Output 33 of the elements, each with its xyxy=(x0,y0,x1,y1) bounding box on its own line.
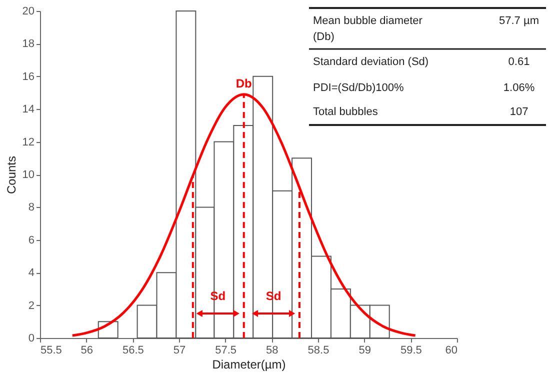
x-tick-label: 58 xyxy=(266,344,278,356)
annotation: Standard deviation (Sd) xyxy=(313,56,429,68)
x-tick-label: 58.5 xyxy=(308,344,330,356)
annotation: Total bubbles xyxy=(313,106,378,118)
x-tick-label: 59.5 xyxy=(400,344,422,356)
y-tick-label: 8 xyxy=(28,202,34,214)
x-tick-label: 57 xyxy=(173,344,186,356)
x-tick-label: 59 xyxy=(358,344,371,356)
y-tick-label: 12 xyxy=(22,136,34,148)
y-axis-title: Counts xyxy=(4,156,18,194)
line-series xyxy=(71,93,417,337)
ref-line-label: Db xyxy=(236,76,252,90)
text: 0.61 xyxy=(508,56,530,68)
x-tick-label: 60 xyxy=(445,344,458,356)
text: 57.7 µm xyxy=(499,15,539,27)
text: 1.06% xyxy=(503,82,535,94)
y-tick-label: 10 xyxy=(22,169,34,181)
y-tick-label: 16 xyxy=(22,70,34,83)
x-tick-label: 56.5 xyxy=(122,344,144,356)
annotation: Mean bubble diameter (Db) xyxy=(313,15,423,43)
y-tick-label: 14 xyxy=(22,104,34,116)
x-tick-label: 57.5 xyxy=(215,344,237,356)
y-tick-label: 18 xyxy=(22,38,34,50)
x-tick-label: 56 xyxy=(80,344,93,356)
y-tick-label: 6 xyxy=(28,234,34,246)
annotation: PDI=(Sd/Db)100% xyxy=(313,82,404,94)
y-tick-label: 0 xyxy=(28,332,34,344)
x-axis-title: Diameter(µm) xyxy=(212,358,286,372)
y-tick-label: 4 xyxy=(28,267,34,280)
x-tick-label: 55.5 xyxy=(40,344,62,356)
y-tick-label: 2 xyxy=(28,300,34,312)
text: 107 xyxy=(510,106,528,118)
y-tick-label: 20 xyxy=(22,6,34,18)
